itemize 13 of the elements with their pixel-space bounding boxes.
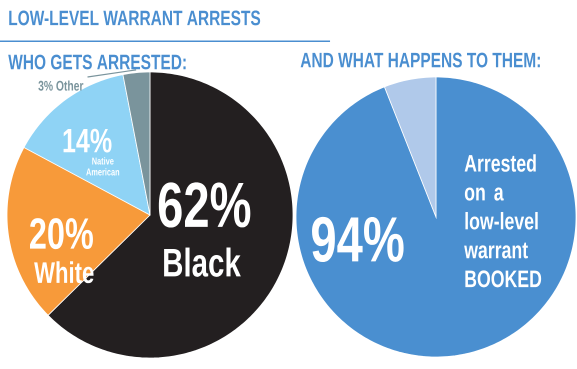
slice-label: White <box>34 261 94 284</box>
data-label: 20% <box>30 218 93 250</box>
chart-subtitle: WHO GETS ARRESTED: <box>8 54 186 70</box>
slice-label: Black <box>164 248 241 277</box>
slice-label: Arrested on a low-level warrant BOOKED <box>464 154 542 288</box>
chart-title: LOW-LEVEL WARRANT ARRESTS <box>9 10 260 26</box>
data-label: 14% <box>64 128 112 153</box>
data-label: 3% <box>38 80 53 91</box>
slice-label: Other <box>56 80 84 91</box>
slice-label: Native American <box>86 157 120 176</box>
chart-title: AND WHAT HAPPENS TO THEM: <box>300 52 540 68</box>
data-label: 62% <box>158 182 250 228</box>
data-label: 94% <box>312 216 404 262</box>
